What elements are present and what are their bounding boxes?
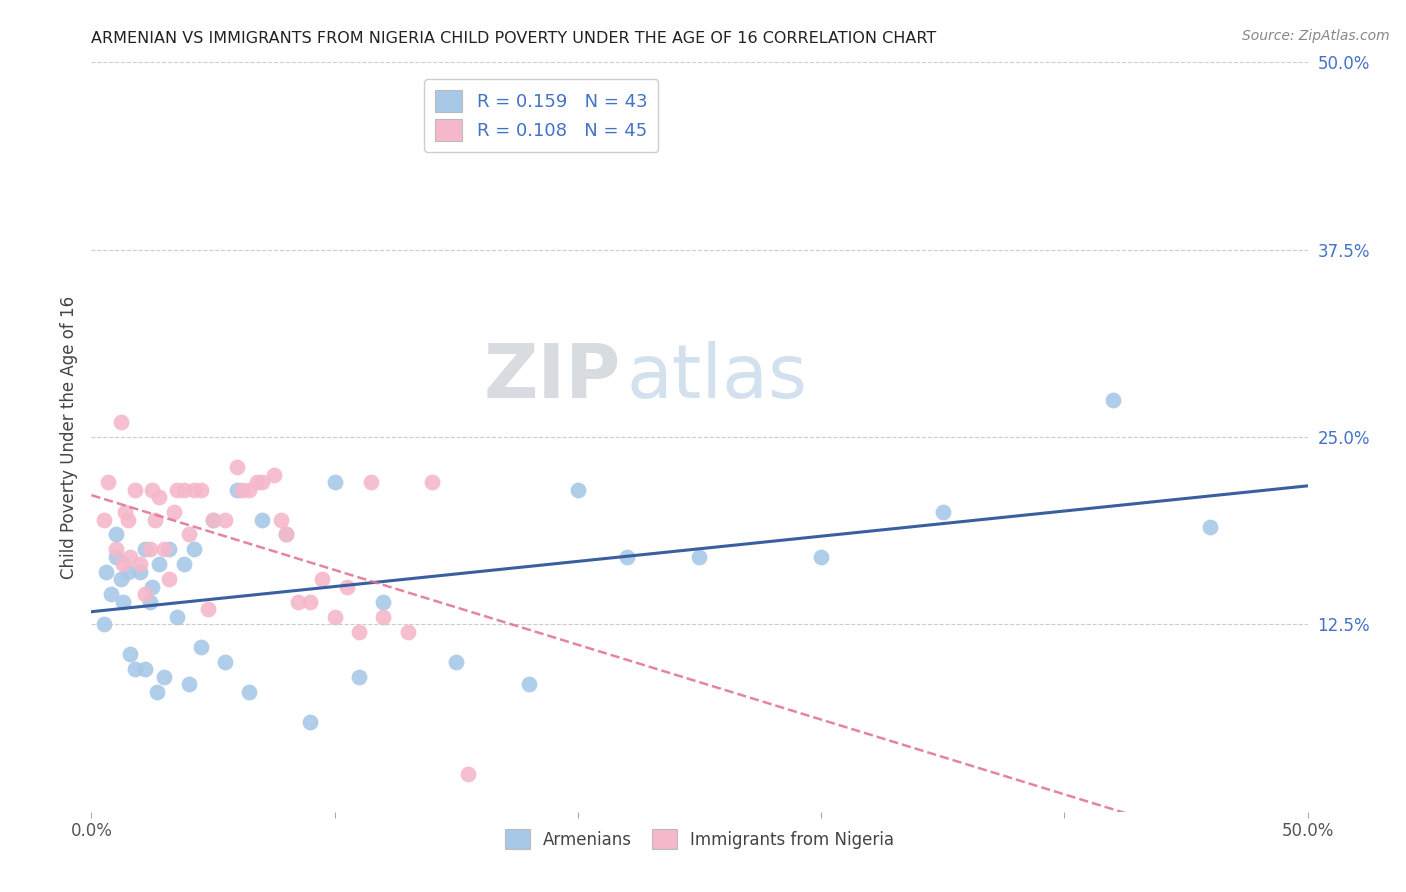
Point	[114, 505, 136, 519]
Point	[94, 565, 117, 579]
Point	[274, 527, 297, 541]
Point	[148, 558, 170, 572]
Point	[134, 662, 156, 676]
Text: atlas: atlas	[627, 341, 807, 414]
Point	[183, 542, 205, 557]
Point	[567, 483, 589, 497]
Point	[104, 549, 127, 564]
Point	[97, 475, 120, 489]
Point	[287, 595, 309, 609]
Point	[173, 558, 195, 572]
Point	[183, 483, 205, 497]
Y-axis label: Child Poverty Under the Age of 16: Child Poverty Under the Age of 16	[59, 295, 77, 579]
Point	[226, 460, 249, 475]
Point	[347, 670, 370, 684]
Point	[120, 648, 142, 662]
Point	[250, 475, 273, 489]
Point	[177, 527, 200, 541]
Point	[141, 483, 163, 497]
Point	[148, 490, 170, 504]
Point	[104, 542, 127, 557]
Point	[323, 610, 346, 624]
Point	[124, 662, 146, 676]
Point	[93, 617, 115, 632]
Point	[214, 655, 236, 669]
Point	[299, 714, 322, 729]
Point	[231, 483, 253, 497]
Point	[134, 587, 156, 601]
Point	[274, 527, 297, 541]
Point	[190, 640, 212, 654]
Point	[420, 475, 443, 489]
Point	[129, 558, 152, 572]
Point	[1102, 392, 1125, 407]
Point	[129, 565, 152, 579]
Point	[111, 595, 134, 609]
Point	[100, 587, 122, 601]
Point	[157, 573, 180, 587]
Text: ARMENIAN VS IMMIGRANTS FROM NIGERIA CHILD POVERTY UNDER THE AGE OF 16 CORRELATIO: ARMENIAN VS IMMIGRANTS FROM NIGERIA CHIL…	[91, 31, 936, 46]
Point	[117, 512, 139, 526]
Point	[153, 542, 176, 557]
Point	[134, 542, 156, 557]
Point	[202, 512, 225, 526]
Point	[166, 483, 188, 497]
Point	[111, 558, 134, 572]
Point	[616, 549, 638, 564]
Point	[157, 542, 180, 557]
Point	[139, 542, 162, 557]
Point	[226, 483, 249, 497]
Point	[457, 767, 479, 781]
Point	[246, 475, 269, 489]
Point	[396, 624, 419, 639]
Point	[141, 580, 163, 594]
Point	[139, 595, 162, 609]
Point	[1199, 520, 1222, 534]
Point	[238, 685, 260, 699]
Point	[688, 549, 710, 564]
Point	[238, 483, 260, 497]
Point	[336, 580, 359, 594]
Point	[263, 467, 285, 482]
Point	[373, 595, 395, 609]
Point	[311, 573, 333, 587]
Point	[299, 595, 322, 609]
Point	[810, 549, 832, 564]
Point	[117, 565, 139, 579]
Point	[93, 512, 115, 526]
Point	[214, 512, 236, 526]
Text: Source: ZipAtlas.com: Source: ZipAtlas.com	[1241, 29, 1389, 43]
Point	[146, 685, 169, 699]
Point	[143, 512, 166, 526]
Point	[270, 512, 292, 526]
Point	[931, 505, 953, 519]
Point	[347, 624, 370, 639]
Legend: Armenians, Immigrants from Nigeria: Armenians, Immigrants from Nigeria	[498, 822, 901, 855]
Point	[124, 483, 146, 497]
Point	[517, 677, 540, 691]
Point	[110, 415, 132, 429]
Point	[153, 670, 176, 684]
Point	[163, 505, 186, 519]
Point	[120, 549, 142, 564]
Point	[173, 483, 195, 497]
Point	[202, 512, 225, 526]
Point	[190, 483, 212, 497]
Point	[104, 527, 127, 541]
Point	[373, 610, 395, 624]
Point	[110, 573, 132, 587]
Point	[360, 475, 382, 489]
Point	[177, 677, 200, 691]
Point	[323, 475, 346, 489]
Point	[197, 602, 219, 616]
Point	[444, 655, 467, 669]
Point	[166, 610, 188, 624]
Point	[250, 512, 273, 526]
Text: ZIP: ZIP	[484, 341, 620, 414]
